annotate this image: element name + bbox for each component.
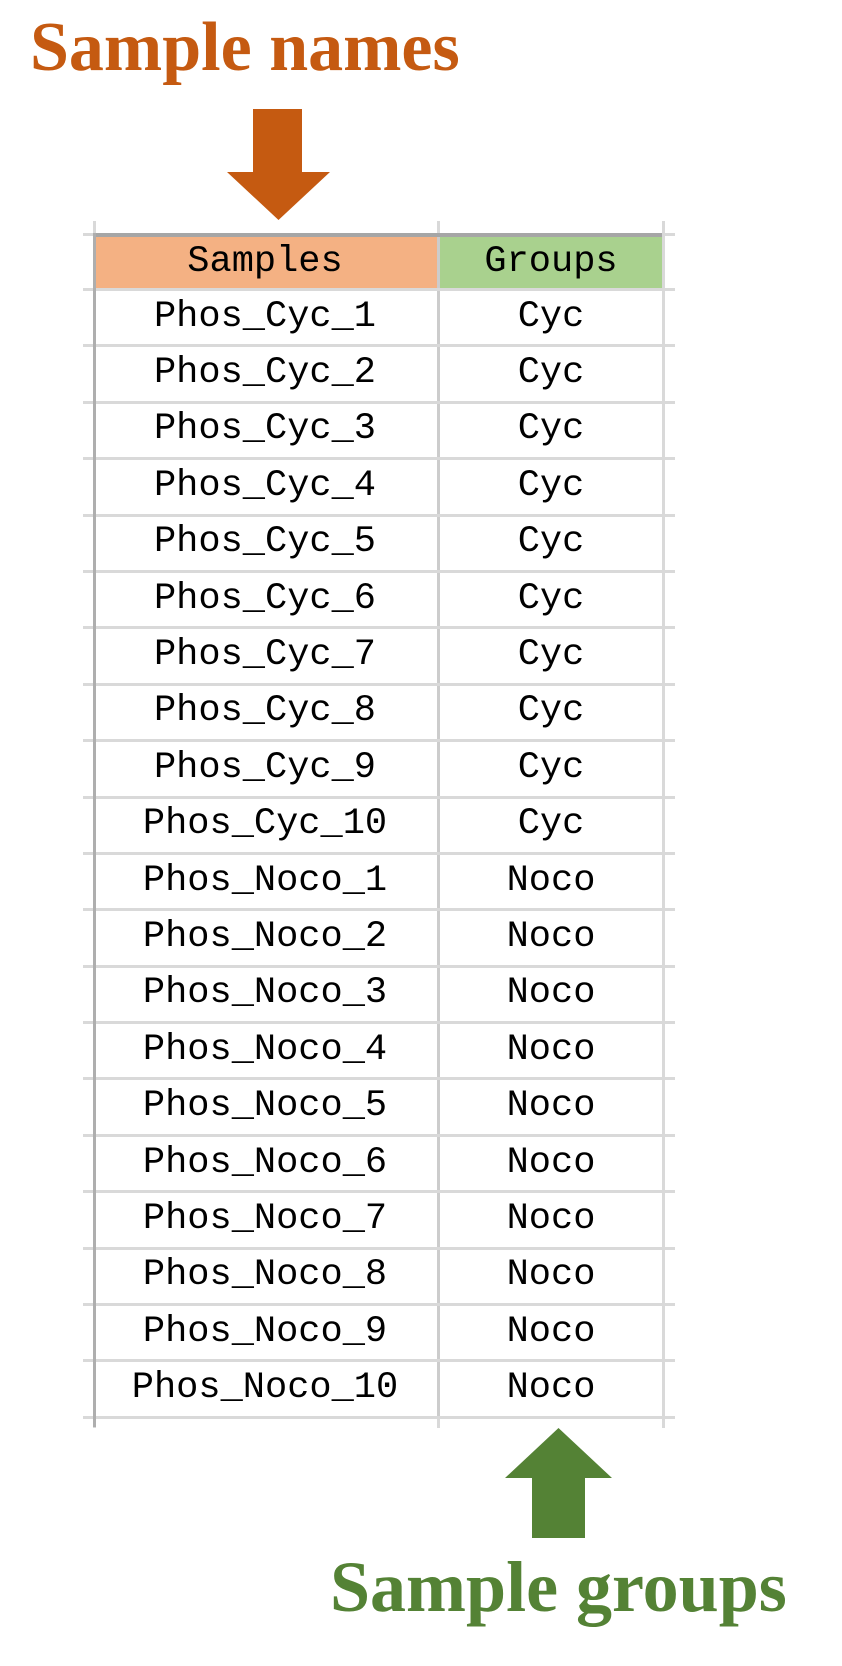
group-cell: Cyc xyxy=(517,690,585,733)
sample-cell: Phos_Cyc_9 xyxy=(93,742,440,796)
group-cell: Cyc xyxy=(517,634,585,677)
sample-cell: Phos_Noco_4 xyxy=(93,1024,440,1078)
table-row: Phos_Noco_2 Noco xyxy=(83,911,675,969)
group-cell: Noco xyxy=(506,915,596,958)
group-cell: Noco xyxy=(506,1028,596,1071)
sample-cell: Phos_Cyc_6 xyxy=(93,572,440,627)
groups-column-header: Groups xyxy=(440,237,662,288)
sample-cell: Phos_Cyc_4 xyxy=(93,460,440,514)
group-cell: Noco xyxy=(506,1197,596,1240)
table-row: Phos_Noco_10 Noco xyxy=(83,1362,675,1420)
gridline-tick xyxy=(437,1419,440,1428)
table-row: Phos_Noco_8 Noco xyxy=(83,1249,675,1307)
table-row: Phos_Noco_6 Noco xyxy=(83,1136,675,1194)
group-cell: Cyc xyxy=(517,577,585,620)
sample-cell: Phos_Noco_3 xyxy=(93,967,440,1022)
sample-cell: Phos_Cyc_1 xyxy=(93,291,440,345)
table-header-row: Samples Groups xyxy=(83,237,675,291)
group-cell: Cyc xyxy=(517,746,585,789)
sample-names-label: Sample names xyxy=(30,9,460,86)
table-row: Phos_Noco_7 Noco xyxy=(83,1193,675,1251)
down-arrow-icon xyxy=(227,109,330,220)
table-row: Phos_Noco_1 Noco xyxy=(83,854,675,912)
gridline-tick xyxy=(437,221,440,233)
gridline-tick xyxy=(93,221,96,233)
samples-column-header: Samples xyxy=(93,237,440,288)
sample-cell: Phos_Cyc_3 xyxy=(93,403,440,458)
group-cell: Cyc xyxy=(517,803,585,846)
group-cell: Cyc xyxy=(517,295,585,338)
up-arrow-icon xyxy=(505,1428,612,1538)
group-cell: Noco xyxy=(506,1254,596,1297)
table-row: Phos_Cyc_3 Cyc xyxy=(83,403,675,461)
group-cell: Cyc xyxy=(517,464,585,507)
sample-cell: Phos_Cyc_8 xyxy=(93,685,440,740)
sample-cell: Phos_Noco_8 xyxy=(93,1249,440,1304)
table-row: Phos_Cyc_1 Cyc xyxy=(83,291,675,348)
group-cell: Noco xyxy=(506,1085,596,1128)
group-cell: Noco xyxy=(506,1367,596,1410)
sample-groups-label: Sample groups xyxy=(330,1547,787,1627)
samples-groups-table: Samples Groups Phos_Cyc_1 Cyc Phos_Cyc_2… xyxy=(83,221,675,1428)
table-row: Phos_Noco_9 Noco xyxy=(83,1306,675,1363)
group-cell: Cyc xyxy=(517,521,585,564)
table-left-border xyxy=(93,233,96,1427)
table-row: Phos_Cyc_9 Cyc xyxy=(83,742,675,799)
group-cell: Cyc xyxy=(517,352,585,395)
sample-cell: Phos_Noco_2 xyxy=(93,911,440,965)
group-cell: Noco xyxy=(506,1310,596,1353)
table-body: Samples Groups Phos_Cyc_1 Cyc Phos_Cyc_2… xyxy=(83,233,675,1420)
gridline-tick xyxy=(662,221,665,233)
table-row: Phos_Cyc_4 Cyc xyxy=(83,460,675,517)
table-row: Phos_Noco_4 Noco xyxy=(83,1024,675,1081)
sample-cell: Phos_Cyc_10 xyxy=(93,798,440,852)
table-row: Phos_Noco_3 Noco xyxy=(83,967,675,1025)
table-row: Phos_Cyc_7 Cyc xyxy=(83,629,675,687)
sample-cell: Phos_Noco_1 xyxy=(93,854,440,909)
table-row: Phos_Cyc_10 Cyc xyxy=(83,798,675,856)
table-row: Phos_Cyc_5 Cyc xyxy=(83,516,675,574)
sample-cell: Phos_Cyc_7 xyxy=(93,629,440,683)
sample-cell: Phos_Cyc_5 xyxy=(93,516,440,570)
table-row: Phos_Cyc_8 Cyc xyxy=(83,685,675,743)
group-cell: Cyc xyxy=(517,408,585,451)
group-cell: Noco xyxy=(506,972,596,1015)
sample-cell: Phos_Noco_7 xyxy=(93,1193,440,1247)
sample-cell: Phos_Noco_10 xyxy=(93,1362,440,1416)
table-top-border xyxy=(83,233,675,237)
table-row: Phos_Cyc_6 Cyc xyxy=(83,572,675,630)
sample-cell: Phos_Noco_6 xyxy=(93,1136,440,1191)
sample-cell: Phos_Noco_9 xyxy=(93,1306,440,1360)
sample-cell: Phos_Noco_5 xyxy=(93,1080,440,1134)
group-cell: Noco xyxy=(506,1141,596,1184)
sample-cell: Phos_Cyc_2 xyxy=(93,347,440,401)
table-right-border xyxy=(662,233,665,1427)
group-cell: Noco xyxy=(506,859,596,902)
table-row: Phos_Cyc_2 Cyc xyxy=(83,347,675,405)
table-row: Phos_Noco_5 Noco xyxy=(83,1080,675,1138)
